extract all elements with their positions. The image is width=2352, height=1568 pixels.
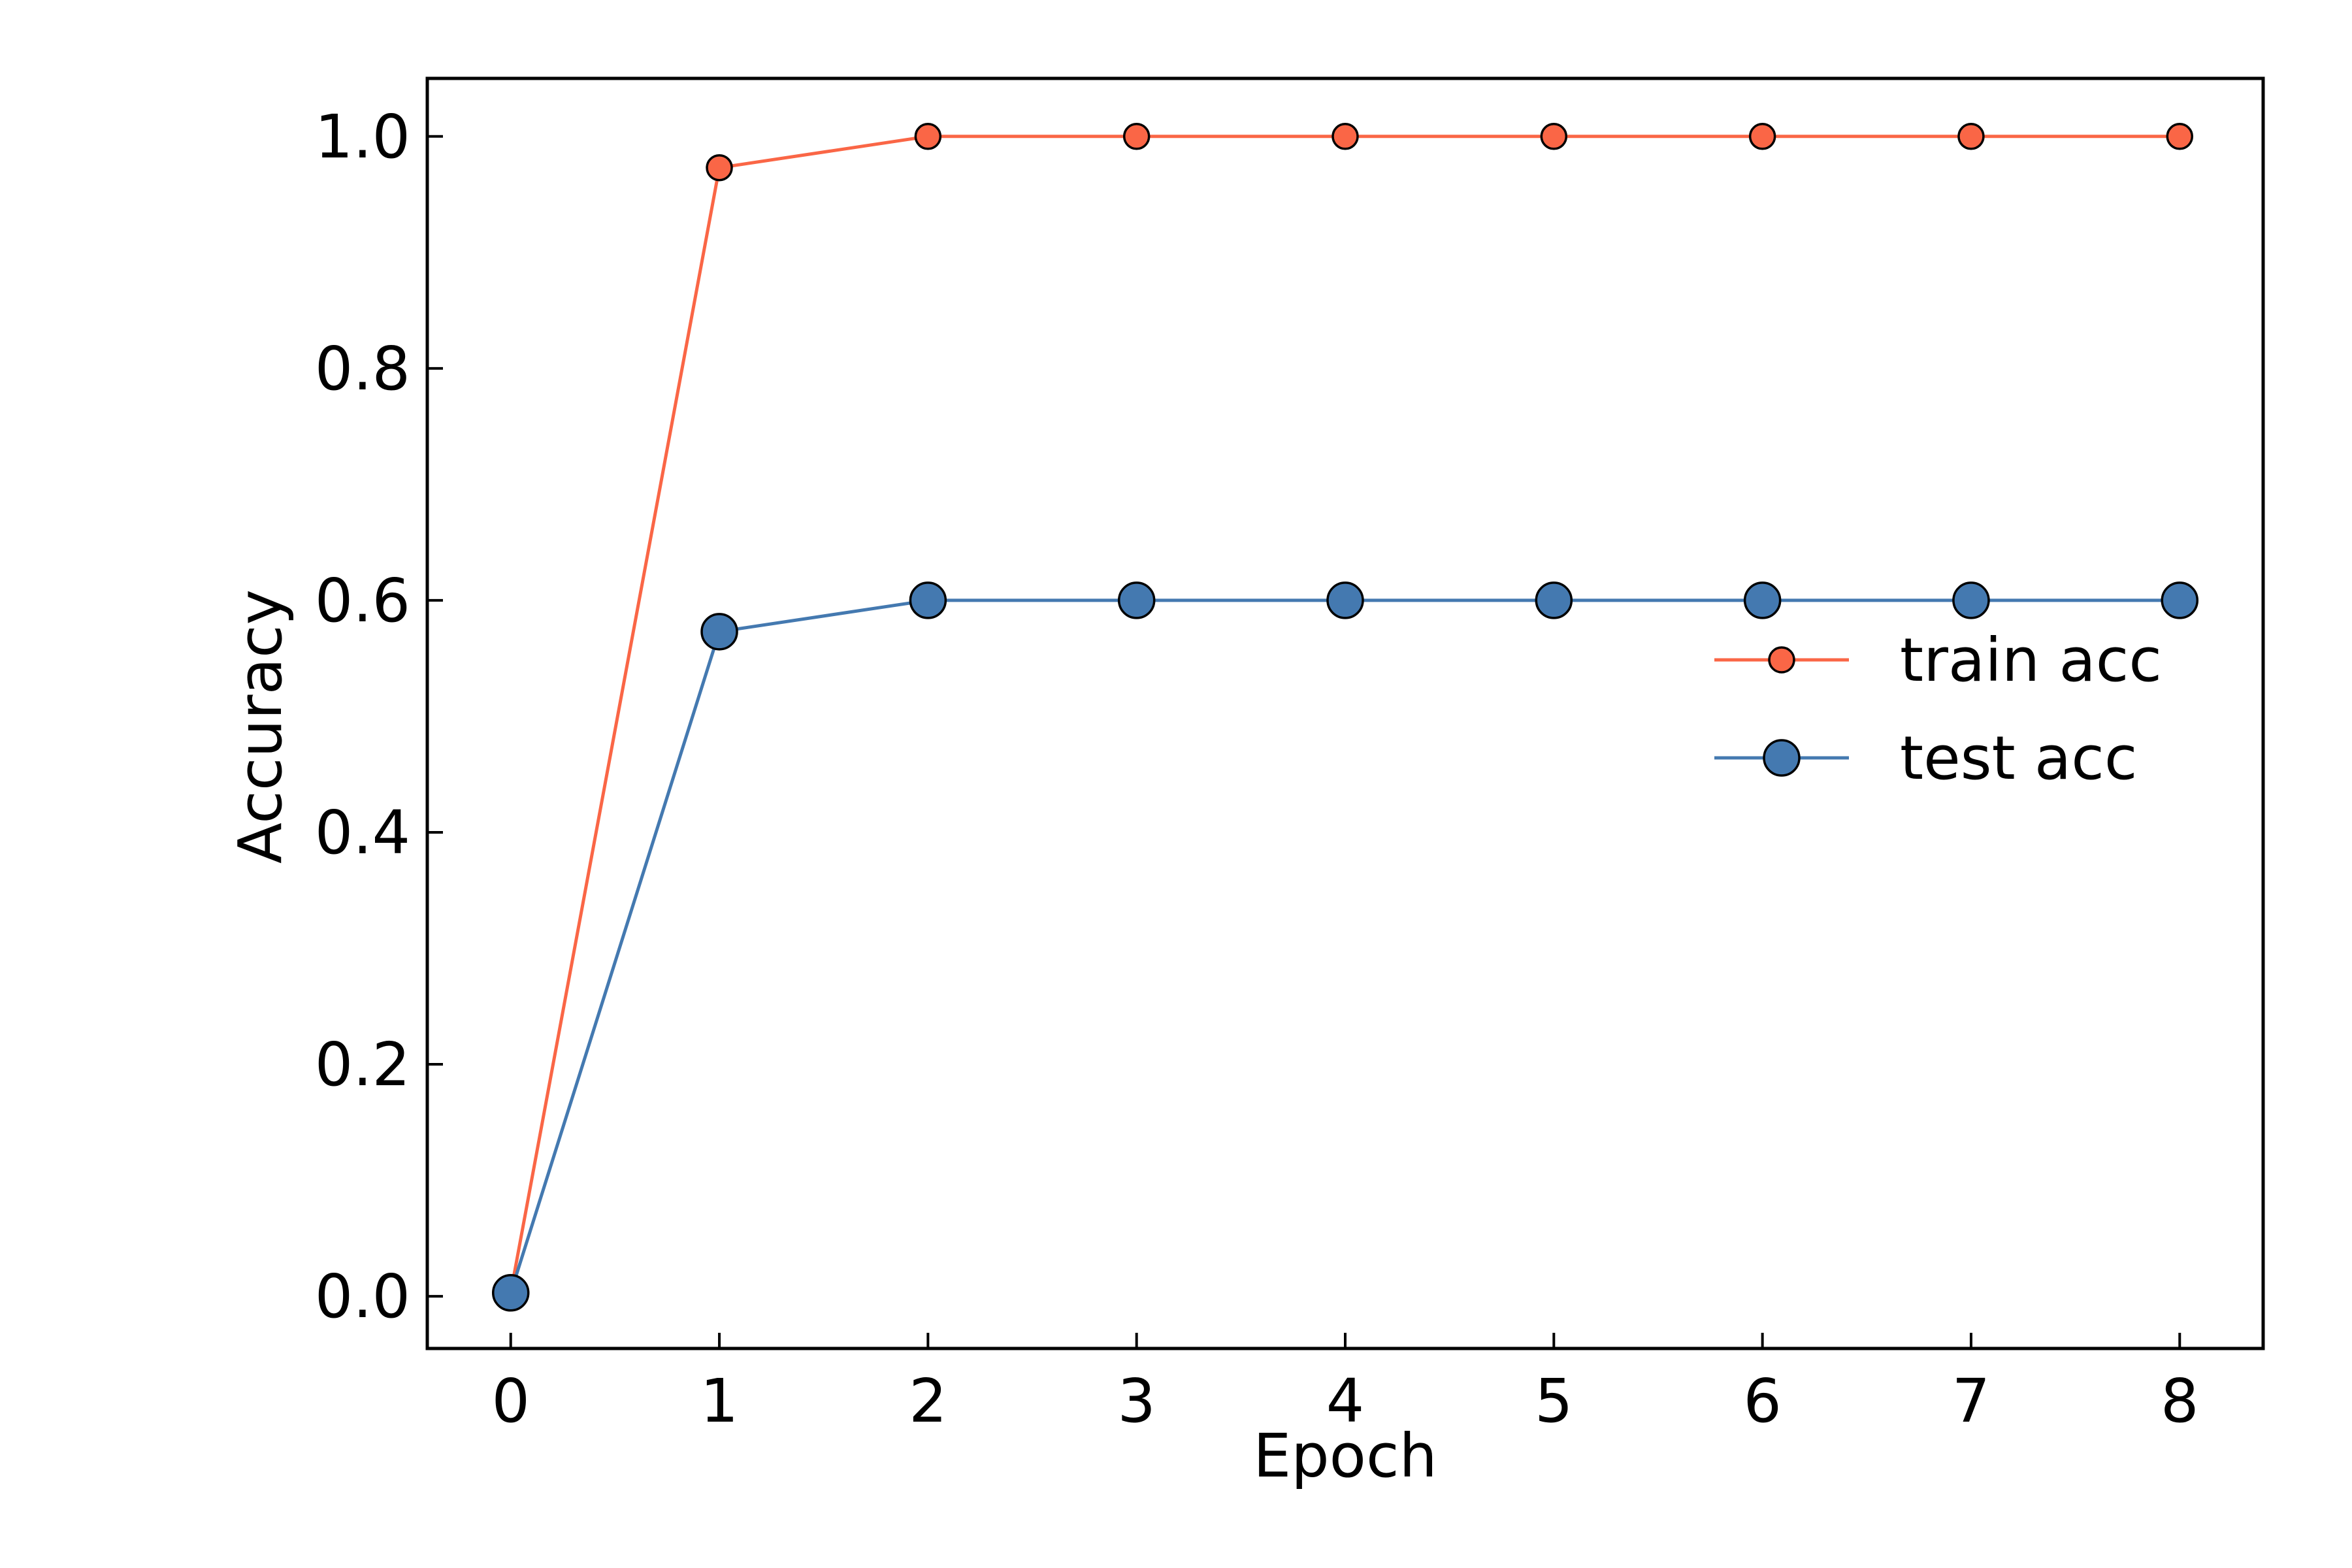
x-tick-label: 1 bbox=[700, 1366, 739, 1436]
data-point bbox=[1119, 583, 1154, 618]
legend-marker bbox=[1769, 647, 1794, 672]
x-tick-label: 3 bbox=[1117, 1366, 1156, 1436]
x-tick-label: 0 bbox=[491, 1366, 530, 1436]
x-tick-label: 2 bbox=[909, 1366, 947, 1436]
y-tick-label: 0.6 bbox=[315, 566, 410, 636]
data-point bbox=[1328, 583, 1363, 618]
data-point bbox=[1333, 124, 1358, 149]
data-point bbox=[1953, 583, 1989, 618]
y-tick-label: 0.8 bbox=[315, 334, 410, 404]
data-point bbox=[493, 1275, 529, 1311]
data-point bbox=[1541, 124, 1566, 149]
y-tick-label: 0.4 bbox=[315, 798, 410, 868]
legend-label: test acc bbox=[1900, 723, 2137, 793]
data-point bbox=[1959, 124, 1984, 149]
x-tick-label: 6 bbox=[1743, 1366, 1782, 1436]
data-point bbox=[1750, 124, 1775, 149]
data-point bbox=[2167, 124, 2192, 149]
data-point bbox=[707, 155, 732, 180]
data-point bbox=[915, 124, 940, 149]
x-tick-label: 5 bbox=[1535, 1366, 1573, 1436]
y-axis-label: Accuracy bbox=[225, 589, 295, 864]
y-tick-label: 1.0 bbox=[315, 102, 410, 172]
x-tick-label: 8 bbox=[2161, 1366, 2199, 1436]
x-tick-label: 7 bbox=[1952, 1366, 1991, 1436]
x-axis-label: Epoch bbox=[1253, 1421, 1437, 1491]
data-point bbox=[2162, 583, 2197, 618]
y-tick-label: 0.0 bbox=[315, 1262, 410, 1331]
data-point bbox=[1536, 583, 1571, 618]
data-point bbox=[1124, 124, 1149, 149]
y-tick-label: 0.2 bbox=[315, 1030, 410, 1100]
data-point bbox=[702, 614, 737, 649]
legend-label: train acc bbox=[1900, 625, 2162, 695]
data-point bbox=[1745, 583, 1780, 618]
legend-marker bbox=[1764, 740, 1799, 776]
data-point bbox=[910, 583, 945, 618]
